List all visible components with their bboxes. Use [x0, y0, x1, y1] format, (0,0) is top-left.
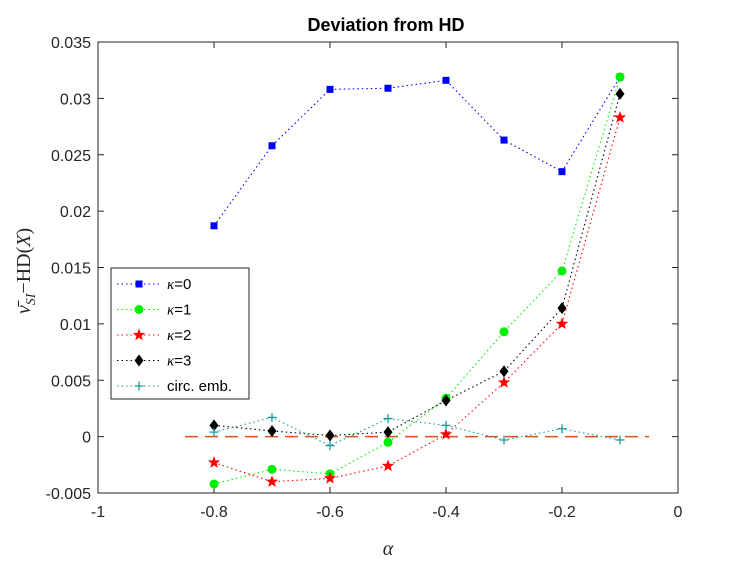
data-point-plus — [557, 424, 567, 434]
legend-label: circ. emb. — [167, 378, 232, 395]
x-tick-label: -0.4 — [432, 504, 460, 521]
y-tick-label: 0.02 — [60, 204, 91, 221]
legend-item: κ=2 — [117, 327, 191, 344]
y-label-var: X — [13, 234, 35, 248]
legend-item: κ=1 — [117, 302, 191, 319]
data-point-square — [558, 168, 566, 176]
data-point-diamond — [557, 302, 567, 315]
legend-value: =1 — [174, 302, 191, 319]
y-tick-label: 0.025 — [51, 148, 91, 165]
data-point-square — [210, 222, 218, 230]
data-point-plus — [499, 435, 509, 445]
y-label-close: ) — [13, 228, 35, 235]
data-point-circle — [499, 327, 509, 337]
data-point-plus — [209, 427, 219, 437]
chart-title: Deviation from HD — [307, 15, 464, 35]
legend-marker-square — [135, 280, 143, 288]
legend-value: =2 — [174, 327, 191, 344]
legend-value: =3 — [174, 353, 191, 370]
x-tick-label: -0.2 — [548, 504, 576, 521]
data-point-star — [439, 427, 453, 440]
data-point-star — [207, 456, 221, 468]
data-point-circle — [615, 72, 625, 82]
data-point-star — [497, 376, 511, 388]
x-tick-label: -0.8 — [200, 504, 228, 521]
data-point-plus — [267, 412, 277, 422]
legend-item: circ. emb. — [117, 378, 232, 395]
legend-item: κ=0 — [117, 276, 191, 293]
y-tick-label: 0.01 — [60, 317, 91, 334]
y-tick-label: 0.005 — [51, 373, 91, 390]
x-tick-label: -1 — [91, 504, 105, 521]
data-point-diamond — [615, 87, 625, 100]
series-2 — [207, 111, 627, 487]
data-point-diamond — [383, 426, 393, 439]
legend-marker-diamond — [134, 354, 144, 367]
data-point-circle — [383, 437, 393, 447]
y-tick-label: 0.035 — [51, 35, 91, 52]
legend-kappa: κ — [167, 354, 175, 370]
series-line — [213, 416, 621, 447]
y-tick-label: -0.005 — [46, 486, 91, 503]
x-axis-label: α — [383, 538, 394, 560]
legend-item: κ=3 — [117, 353, 191, 370]
data-point-circle — [557, 266, 567, 276]
y-label-hd: −HD( — [13, 246, 35, 293]
data-point-plus — [441, 420, 451, 430]
legend-value: =0 — [174, 276, 191, 293]
data-point-star — [381, 459, 395, 472]
data-point-diamond — [441, 394, 451, 407]
data-point-square — [268, 142, 276, 150]
legend-label: κ=1 — [167, 302, 191, 319]
series-line — [213, 76, 621, 485]
data-point-star — [265, 475, 279, 487]
y-tick-label: 0 — [82, 430, 91, 447]
y-label-subscript: SI — [24, 292, 39, 305]
data-point-star — [613, 111, 627, 123]
series-4 — [209, 412, 625, 451]
data-point-diamond — [267, 424, 277, 437]
data-point-star — [323, 471, 337, 484]
legend-value: circ. emb. — [167, 378, 232, 395]
data-point-square — [500, 136, 508, 144]
series-line — [213, 117, 621, 483]
data-point-square — [326, 85, 334, 93]
data-point-square — [384, 84, 392, 92]
series-3 — [209, 87, 625, 442]
legend-kappa: κ — [167, 277, 175, 293]
legend-label: κ=2 — [167, 327, 191, 344]
data-point-star — [555, 317, 569, 330]
y-tick-label: 0.03 — [60, 91, 91, 108]
data-point-diamond — [499, 365, 509, 378]
legend-label: κ=0 — [167, 276, 191, 293]
y-axis-label: ν̄SI−HD(X) — [13, 228, 39, 314]
data-point-plus — [615, 435, 625, 445]
data-point-circle — [267, 464, 277, 474]
legend-kappa: κ — [167, 303, 175, 319]
legend-marker-plus — [134, 381, 144, 391]
data-point-plus — [325, 441, 335, 451]
data-point-square — [442, 76, 450, 84]
data-point-diamond — [209, 419, 219, 432]
data-point-circle — [209, 479, 219, 489]
legend-kappa: κ — [167, 328, 175, 344]
data-point-diamond — [325, 429, 335, 442]
legend-marker-star — [132, 328, 146, 341]
y-tick-label: 0.015 — [51, 261, 91, 278]
legend-marker-circle — [134, 305, 144, 314]
x-tick-label: -0.6 — [316, 504, 344, 521]
x-tick-label: 0 — [674, 504, 683, 521]
series-line — [213, 93, 621, 437]
data-point-plus — [383, 414, 393, 424]
legend-label: κ=3 — [167, 353, 191, 370]
